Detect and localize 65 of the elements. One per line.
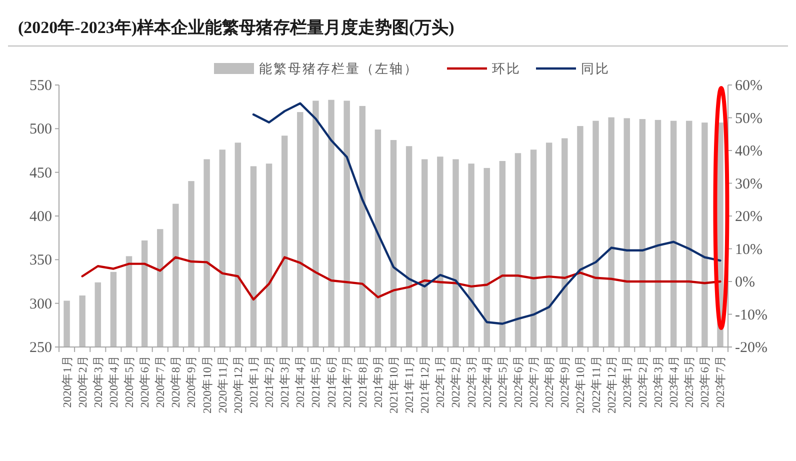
x-tick-label: 2022年2月 bbox=[450, 355, 463, 408]
x-tick-label: 2023年5月 bbox=[683, 355, 696, 408]
x-tick-label: 2020年7月 bbox=[154, 355, 168, 408]
x-tick-label: 2021年6月 bbox=[325, 355, 338, 408]
legend-label: 环比 bbox=[492, 61, 521, 76]
y-tick-label: 550 bbox=[30, 78, 52, 94]
x-tick-label: 2021年11月 bbox=[403, 355, 416, 414]
x-tick-label: 2021年10月 bbox=[388, 355, 400, 414]
x-tick-label: 2022年8月 bbox=[543, 355, 556, 408]
x-tick-label: 2023年4月 bbox=[668, 355, 681, 408]
x-tick-label: 2022年11月 bbox=[590, 355, 603, 414]
x-tick-label: 2022年1月 bbox=[434, 355, 448, 408]
x-tick-label: 2021年5月 bbox=[310, 355, 323, 408]
line-series bbox=[81, 256, 722, 301]
x-tick-label: 2021年9月 bbox=[372, 355, 385, 408]
x-tick-label: 2020年10月 bbox=[200, 355, 214, 414]
y-tick-label: 500 bbox=[30, 122, 52, 138]
x-tick-label: 2022年4月 bbox=[480, 355, 494, 408]
x-tick-label: 2020年8月 bbox=[170, 355, 183, 408]
x-tick-label: 2020年6月 bbox=[138, 355, 152, 408]
x-tick-label: 2022年12月 bbox=[605, 355, 618, 414]
y2-tick-label: 10% bbox=[735, 242, 762, 258]
y2-tick-label: 50% bbox=[735, 110, 762, 127]
y2-tick-label: -10% bbox=[735, 307, 768, 324]
y2-tick-label: 40% bbox=[735, 144, 762, 160]
x-tick-label: 2021年4月 bbox=[294, 355, 308, 408]
x-tick-label: 2020年2月 bbox=[76, 355, 90, 408]
y-tick-label: 300 bbox=[30, 296, 52, 312]
x-tick-label: 2020年12月 bbox=[232, 355, 245, 414]
x-tick-label: 2023年2月 bbox=[636, 355, 650, 408]
x-tick-label: 2022年9月 bbox=[558, 355, 572, 408]
legend-label: 能繁母猪存栏量（左轴） bbox=[259, 61, 418, 76]
x-tick-label: 2021年1月 bbox=[247, 355, 260, 408]
x-tick-label: 2021年12月 bbox=[418, 355, 432, 414]
x-tick-label: 2022年10月 bbox=[574, 355, 588, 414]
y2-tick-label: 30% bbox=[735, 176, 762, 192]
x-tick-label: 2023年7月 bbox=[714, 355, 728, 408]
x-tick-label: 2020年4月 bbox=[107, 355, 120, 408]
x-tick-label: 2023年6月 bbox=[698, 355, 712, 408]
x-tick-label: 2021年8月 bbox=[356, 355, 370, 408]
x-tick-label: 2022年7月 bbox=[528, 355, 541, 408]
y-tick-label: 400 bbox=[30, 209, 52, 225]
x-tick-label: 2020年3月 bbox=[92, 355, 105, 408]
x-tick-label: 2022年5月 bbox=[496, 355, 510, 408]
x-tick-label: 2020年1月 bbox=[60, 355, 74, 408]
y2-tick-label: 60% bbox=[735, 78, 762, 94]
x-tick-label: 2020年11月 bbox=[216, 355, 230, 414]
line-series bbox=[252, 102, 722, 325]
y-tick-label: 250 bbox=[30, 340, 52, 356]
x-tick-label: 2021年7月 bbox=[340, 355, 354, 408]
y2-tick-label: 0% bbox=[735, 274, 755, 290]
y-tick-label: 350 bbox=[30, 252, 52, 269]
x-tick-label: 2020年9月 bbox=[185, 355, 198, 408]
x-tick-label: 2022年3月 bbox=[465, 355, 478, 408]
y-tick-label: 450 bbox=[30, 165, 52, 182]
x-tick-label: 2023年1月 bbox=[620, 355, 634, 408]
y2-tick-label: 20% bbox=[735, 209, 762, 225]
x-tick-label: 2021年2月 bbox=[263, 355, 276, 408]
x-tick-label: 2020年5月 bbox=[123, 355, 136, 408]
chart-title: (2020年-2023年)样本企业能繁母猪存栏量月度走势图(万头) bbox=[18, 18, 454, 37]
y2-tick-label: -20% bbox=[735, 340, 768, 356]
x-tick-label: 2022年6月 bbox=[512, 355, 525, 408]
x-tick-label: 2023年3月 bbox=[652, 355, 665, 408]
x-tick-label: 2021年3月 bbox=[278, 355, 292, 408]
legend-label: 同比 bbox=[581, 61, 610, 76]
